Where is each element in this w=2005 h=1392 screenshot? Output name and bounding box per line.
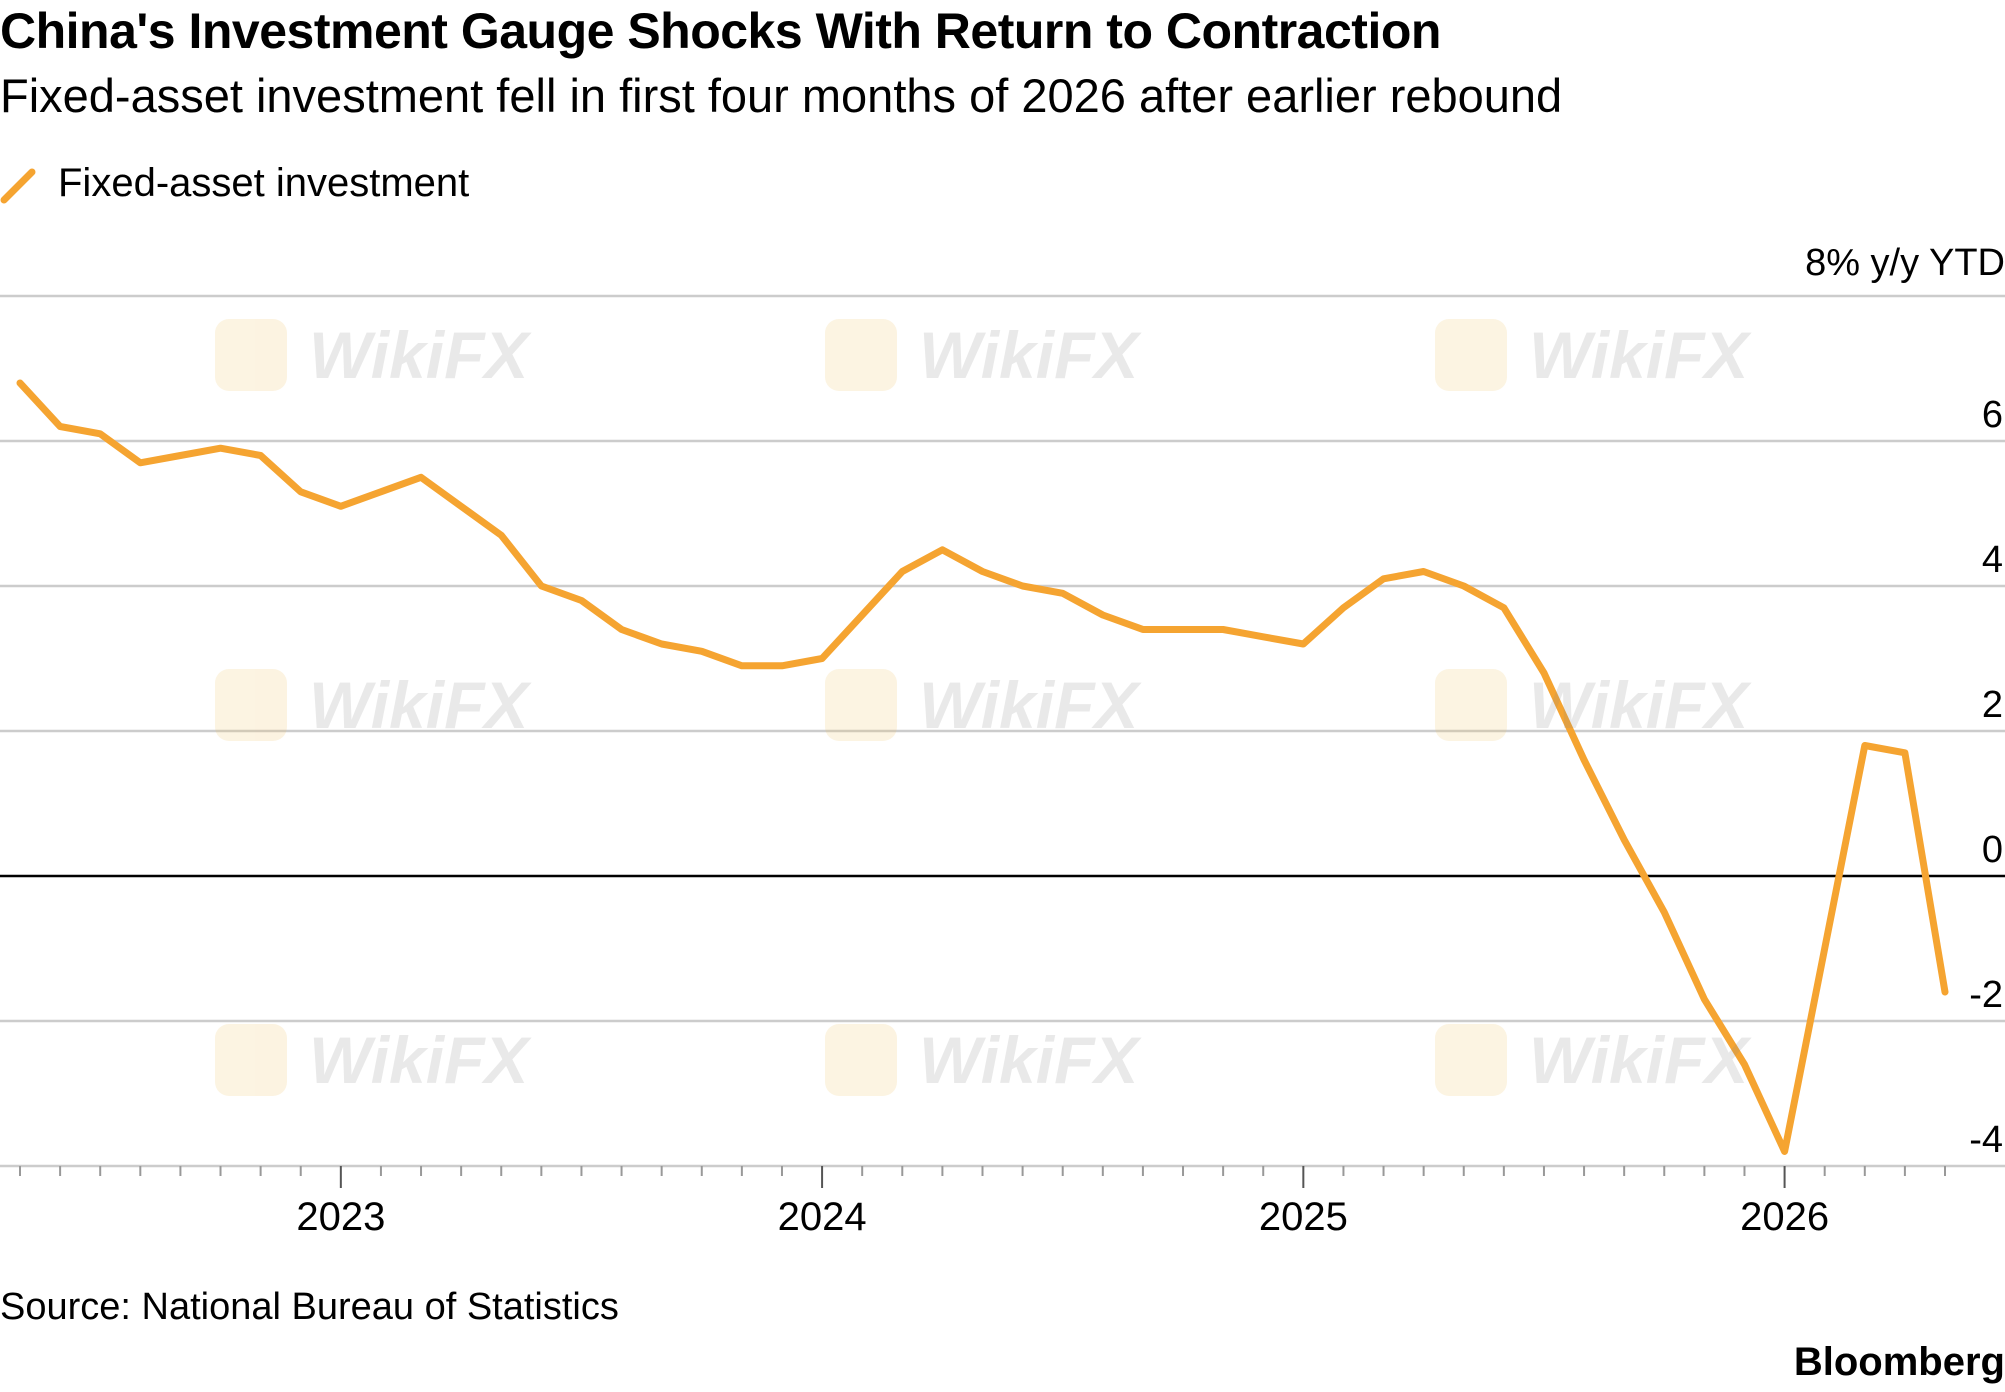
chart-title: China's Investment Gauge Shocks With Ret… [0,3,1441,59]
legend: Fixed-asset investment [0,158,469,208]
y-tick-label: -2 [1969,974,2003,1016]
y-tick-label: 0 [1982,829,2003,871]
x-tick-label: 2026 [1740,1195,1829,1239]
legend-label: Fixed-asset investment [58,160,470,205]
chart-subtitle: Fixed-asset investment fell in first fou… [0,69,1563,122]
y-axis-unit-label: 8% y/y YTD [1805,242,2005,284]
source-note: Source: National Bureau of Statistics [0,1286,619,1328]
brand-logo: Bloomberg [1793,1340,2005,1384]
x-tick-label: 2023 [296,1195,385,1239]
y-tick-label: 4 [1982,539,2003,581]
legend-swatch [0,168,36,204]
y-tick-label: 6 [1982,394,2003,436]
series-line [16,379,1949,1155]
x-tick-label: 2024 [778,1195,867,1239]
y-tick-label: 2 [1982,684,2003,726]
x-tick-label: 2025 [1259,1195,1348,1239]
y-tick-label: -4 [1969,1119,2003,1161]
